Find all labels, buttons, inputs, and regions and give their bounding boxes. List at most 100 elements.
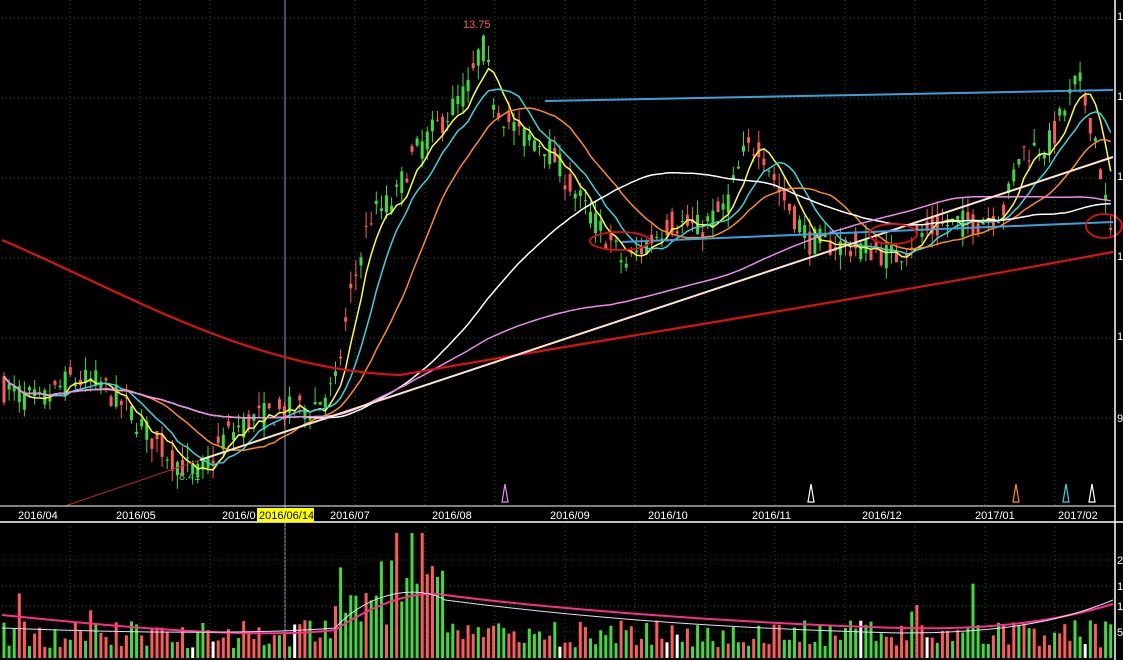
volume-bar — [379, 561, 383, 658]
volume-bar — [803, 620, 807, 658]
candle-body — [150, 438, 154, 449]
candle-body — [374, 200, 378, 205]
volume-bar — [344, 612, 348, 658]
candle-body — [451, 98, 455, 116]
candle-body — [58, 385, 62, 388]
volume-bar — [762, 642, 766, 658]
volume-bar — [813, 641, 817, 658]
candle-body — [563, 185, 567, 190]
candle — [884, 231, 888, 279]
volume-y-tick-label: 1 — [1117, 581, 1123, 593]
volume-bar — [160, 627, 164, 658]
volume-bar — [73, 622, 77, 658]
volume-bar — [782, 639, 786, 658]
candle-body — [1007, 183, 1011, 193]
candle — [17, 380, 21, 413]
candle — [925, 208, 929, 237]
candle-body — [170, 450, 174, 471]
volume-bar — [33, 633, 37, 658]
candle-body — [726, 194, 730, 213]
candle-body — [165, 459, 169, 461]
candle-body — [640, 245, 643, 254]
volume-bar — [915, 605, 919, 658]
y-tick-label: 1 — [1117, 91, 1123, 103]
signal-marker-orange — [1012, 483, 1020, 503]
candle — [558, 144, 562, 183]
x-tick-label: 2016/0 — [222, 510, 256, 522]
candle-body — [609, 233, 613, 241]
candle-body — [2, 376, 6, 403]
support-trendline — [199, 156, 1114, 461]
volume-bar — [328, 638, 332, 658]
volume-bar — [997, 622, 1000, 658]
signal-marker-white — [807, 483, 815, 503]
candle-body — [981, 222, 985, 225]
candle — [89, 370, 93, 392]
volume-bar — [527, 628, 531, 658]
candle-body — [415, 138, 419, 146]
volume-bar — [696, 625, 700, 658]
candle — [736, 160, 740, 169]
candle-body — [43, 390, 47, 405]
candle-body — [920, 232, 924, 237]
candle-body — [1109, 227, 1113, 230]
candle-body — [420, 141, 424, 159]
candle-body — [1099, 169, 1102, 180]
candle — [33, 379, 37, 405]
candle — [283, 402, 286, 427]
volume-bar — [818, 625, 822, 658]
candle-body — [711, 210, 715, 228]
volume-bar — [359, 621, 363, 658]
candle — [466, 67, 470, 103]
candle-body — [650, 234, 654, 244]
candle — [344, 307, 348, 331]
ma-white-line — [3, 171, 1111, 419]
candle-body — [481, 35, 485, 62]
volume-bar — [481, 637, 485, 658]
candle-body — [543, 154, 547, 157]
candle — [22, 381, 26, 417]
candle — [553, 136, 557, 163]
volume-bar — [874, 641, 878, 658]
candle-body — [17, 385, 21, 403]
volume-bar — [706, 627, 710, 658]
candle-body — [221, 434, 225, 450]
candle — [619, 252, 623, 274]
volume-bar — [165, 631, 169, 658]
volume-bar — [272, 635, 276, 658]
volume-bar — [1083, 644, 1087, 658]
candle — [869, 242, 873, 261]
candle-body — [369, 223, 373, 225]
volume-bar — [757, 625, 761, 658]
volume-bar — [624, 630, 628, 658]
volume-bar — [308, 620, 312, 658]
candle — [456, 84, 460, 114]
candle — [405, 172, 409, 183]
candle — [1027, 149, 1031, 172]
candle-body — [68, 367, 72, 375]
volume-bar — [869, 621, 873, 658]
candle-body — [1027, 160, 1031, 162]
volume-bars — [2, 533, 1113, 658]
candle-body — [145, 421, 149, 440]
candle — [1099, 167, 1102, 180]
volume-bar — [507, 633, 511, 658]
candle-body — [492, 104, 496, 110]
candle-body — [1002, 204, 1006, 216]
candle — [79, 370, 82, 389]
volume-bar — [548, 635, 552, 658]
volume-bar — [517, 642, 521, 658]
candle-body — [390, 205, 394, 212]
candle-body — [589, 211, 592, 224]
candle-body — [1032, 142, 1036, 146]
candle-body — [971, 214, 975, 235]
candle-body — [517, 121, 521, 127]
x-tick-label: 2016/04 — [18, 510, 58, 522]
candle — [767, 169, 771, 177]
volume-bar — [456, 630, 460, 658]
volume-bar — [492, 625, 496, 658]
volume-bar — [471, 634, 475, 658]
candle-body — [1058, 108, 1062, 116]
candle-body — [568, 174, 572, 192]
candle — [436, 110, 439, 123]
